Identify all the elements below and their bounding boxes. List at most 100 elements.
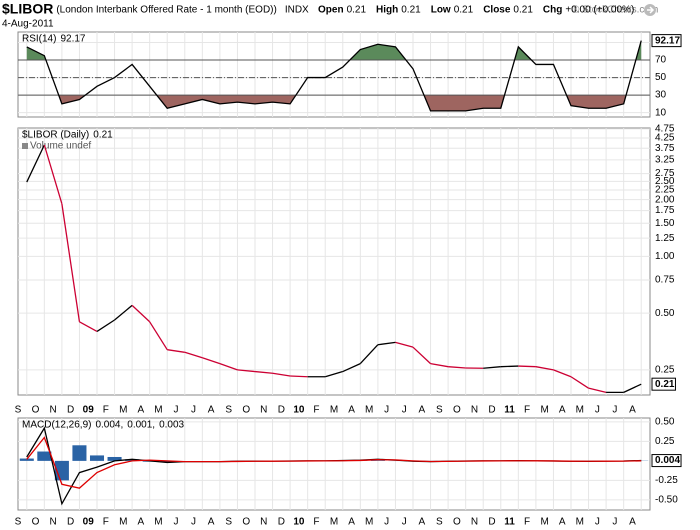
y-tick-label: 2.00: [655, 194, 675, 205]
x-tick-label: J: [384, 405, 389, 416]
x-tick-label: F: [524, 517, 530, 528]
x-tick-label: M: [540, 517, 548, 528]
x-tick-label: M: [365, 405, 373, 416]
x-tick-label: N: [471, 405, 478, 416]
price-segment: [448, 366, 466, 369]
y-tick-label: 4.75: [655, 123, 675, 134]
x-tick-label: O: [453, 405, 461, 416]
y-tick-label: 0.25: [655, 436, 675, 447]
legend-value: 92.17: [60, 34, 85, 45]
price-segment: [518, 365, 536, 368]
price-segment: [43, 144, 63, 205]
x-tick-label: D: [488, 405, 495, 416]
legend-value: 0.001,: [127, 420, 155, 431]
x-tick-label: S: [15, 517, 22, 528]
credit: © StockCharts.com: [572, 5, 658, 16]
change-label: Chg: [543, 5, 562, 16]
y-tick-label: 3.75: [655, 143, 675, 154]
x-tick-label: O: [453, 517, 461, 528]
x-tick-label: D: [67, 517, 74, 528]
quote-value: 0.21: [454, 5, 474, 16]
x-tick-label: O: [242, 517, 250, 528]
last-value: 92.17: [655, 35, 680, 46]
quote-label: Low: [431, 5, 451, 16]
x-tick-label: M: [119, 517, 127, 528]
price-segment: [290, 375, 308, 378]
x-tick-label: D: [488, 517, 495, 528]
x-tick-label: A: [418, 405, 425, 416]
x-tick-label: D: [278, 405, 285, 416]
y-tick-label: 0.75: [655, 275, 675, 286]
x-tick-label: N: [260, 517, 267, 528]
y-tick-label: 4.25: [655, 133, 675, 144]
price-segment: [237, 369, 256, 373]
legend-value: 0.21: [93, 130, 113, 141]
legend-title: $LIBOR (Daily): [22, 130, 89, 141]
price-segment: [570, 376, 589, 389]
last-value: 0.21: [655, 379, 675, 390]
histogram-bar: [72, 445, 87, 461]
y-tick-label: 1.00: [655, 251, 675, 262]
y-tick-label: 2.75: [655, 168, 675, 179]
price-segment: [623, 383, 642, 393]
x-tick-label: A: [629, 405, 636, 416]
x-tick-label: S: [225, 517, 232, 528]
x-tick-label: 09: [83, 405, 95, 416]
price-segment: [79, 321, 98, 332]
x-tick-label: J: [402, 405, 407, 416]
x-tick-label: J: [402, 517, 407, 528]
y-tick-label: 1.50: [655, 218, 675, 229]
x-tick-label: S: [225, 405, 232, 416]
x-tick-label: A: [208, 517, 215, 528]
x-tick-label: A: [138, 517, 145, 528]
symbol: $LIBOR: [2, 1, 53, 17]
quote-value: 0.21: [347, 5, 367, 16]
x-tick-label: M: [365, 517, 373, 528]
price-segment: [535, 366, 554, 371]
x-tick-label: J: [174, 517, 179, 528]
x-tick-label: A: [629, 517, 636, 528]
x-tick-label: A: [348, 517, 355, 528]
price-segment: [114, 304, 133, 321]
x-tick-label: N: [49, 517, 56, 528]
volume-icon: [22, 143, 28, 149]
x-tick-label: A: [559, 405, 566, 416]
panel-frame: [17, 417, 651, 511]
x-tick-label: O: [32, 517, 40, 528]
price-segment: [184, 351, 203, 359]
price-segment: [430, 362, 449, 368]
panel-frame: [17, 127, 651, 396]
y-tick-label: 1.25: [655, 233, 675, 244]
x-tick-label: M: [154, 405, 162, 416]
x-tick-label: F: [103, 517, 109, 528]
last-value: 0.004: [655, 455, 680, 466]
x-tick-label: S: [436, 405, 443, 416]
price-segment: [412, 346, 431, 365]
rsi-line: [26, 40, 642, 112]
change: +0.00 (+0.00%): [565, 5, 634, 16]
x-tick-label: F: [313, 517, 319, 528]
x-tick-label: A: [418, 517, 425, 528]
x-tick-label: M: [154, 517, 162, 528]
x-tick-label: A: [138, 405, 145, 416]
exchange: INDX: [285, 5, 309, 16]
x-tick-label: 10: [293, 405, 305, 416]
price-segment: [500, 365, 519, 368]
header-icon: [644, 4, 656, 16]
legend-title: MACD(12,26,9): [22, 420, 91, 431]
x-tick-label: M: [576, 405, 584, 416]
legend-subtitle: Volume undef: [30, 141, 91, 152]
date: 4-Aug-2011: [2, 19, 54, 30]
x-tick-label: A: [559, 517, 566, 528]
price-segment: [359, 344, 379, 365]
y-tick-label: 30: [655, 90, 667, 101]
x-tick-label: 10: [293, 517, 305, 528]
x-tick-label: O: [32, 405, 40, 416]
quote-label: Close: [483, 5, 511, 16]
rsi-above-area: [26, 40, 642, 61]
x-tick-label: J: [174, 405, 179, 416]
rsi-below-area: [26, 95, 642, 111]
quote-label: Open: [318, 5, 344, 16]
legend-value: 0.003: [159, 420, 184, 431]
price-segment: [202, 357, 221, 365]
